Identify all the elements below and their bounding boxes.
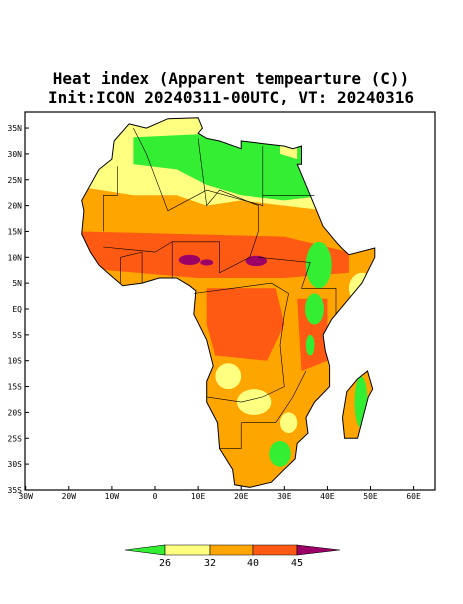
colorbar-segment (164, 544, 211, 556)
heat-region (305, 241, 332, 289)
lat-label: 20S (8, 408, 23, 417)
lon-label: 0 (153, 492, 158, 501)
colorbar-segment (296, 544, 341, 556)
colorbar-label: 45 (291, 558, 303, 569)
lon-label: 20W (62, 492, 77, 501)
colorbar-label: 40 (247, 558, 259, 569)
border-line (103, 166, 118, 232)
heat-region (304, 293, 324, 325)
lon-label: 60E (406, 492, 421, 501)
border-line (103, 138, 259, 274)
lat-label: 15N (8, 227, 23, 236)
border-line (120, 251, 143, 284)
border-line (241, 370, 307, 423)
lat-label: 10N (8, 253, 23, 262)
lat-label: 5N (12, 279, 22, 288)
border-line (133, 127, 264, 212)
lat-label: 20N (8, 202, 23, 211)
lon-label: 40E (320, 492, 335, 501)
heat-region (200, 259, 214, 266)
lon-label: 20E (234, 492, 249, 501)
heat-region (236, 389, 272, 415)
coastline (81, 117, 376, 488)
heat-region (269, 440, 291, 467)
heat-region (213, 407, 244, 459)
lon-label: 10E (191, 492, 206, 501)
heat-region (206, 288, 285, 361)
heat-region (279, 412, 298, 434)
heat-region (215, 363, 242, 390)
lon-label: 30W (18, 492, 33, 501)
lat-label: 30N (8, 150, 23, 159)
lat-label: 35N (8, 124, 23, 133)
lat-label: 25N (8, 176, 23, 185)
map-frame (24, 111, 436, 491)
lat-label: 25S (8, 434, 23, 443)
lat-label: 35S (8, 486, 23, 495)
lon-label: 30E (277, 492, 292, 501)
lon-label: 50E (363, 492, 378, 501)
border-line (219, 422, 242, 449)
lat-label: 15S (8, 383, 23, 392)
title: Heat index (Apparent tempearture (C)) (53, 69, 409, 88)
colorbar-label: 26 (159, 558, 171, 569)
heat-region (178, 254, 201, 266)
border-line (193, 282, 289, 403)
lon-label: 10W (105, 492, 120, 501)
subtitle: Init:ICON 20240311-00UTC, VT: 20240316 (48, 88, 414, 107)
colorbar-segment (252, 544, 298, 556)
lat-label: 30S (8, 460, 23, 469)
heat-region (245, 255, 268, 267)
lat-label: 10S (8, 357, 23, 366)
heat-region (305, 334, 315, 356)
lat-label: EQ (12, 305, 22, 314)
colorbar-segment (209, 544, 254, 556)
heat-region (81, 231, 349, 278)
colorbar-label: 32 (204, 558, 216, 569)
lat-label: 5S (12, 331, 22, 340)
border-line (258, 257, 337, 315)
